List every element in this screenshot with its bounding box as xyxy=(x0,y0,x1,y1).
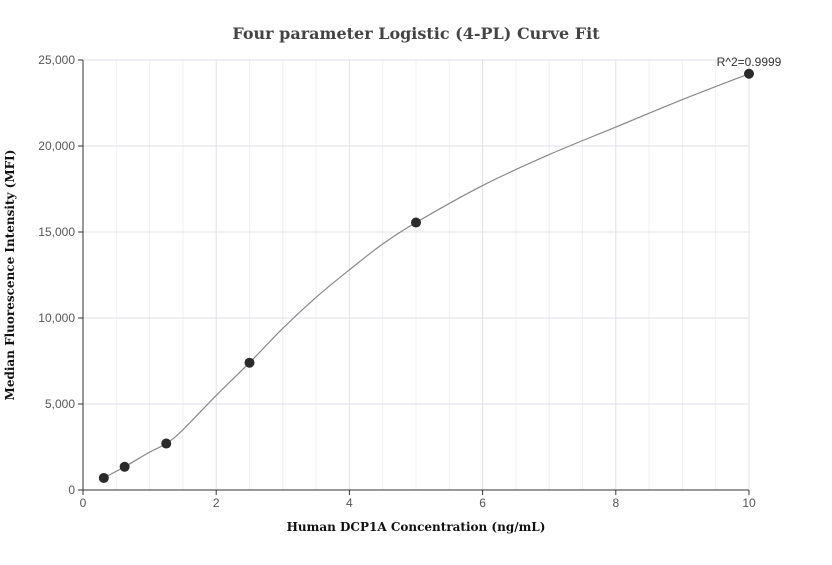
y-tick-label: 10,000 xyxy=(38,311,75,325)
data-point xyxy=(411,217,421,228)
y-axis-title: Median Fluorescence Intensity (MFI) xyxy=(3,150,17,401)
chart-title: Four parameter Logistic (4-PL) Curve Fit xyxy=(232,24,600,43)
x-tick-label: 6 xyxy=(479,496,486,510)
data-point xyxy=(161,438,172,449)
grid-lines xyxy=(83,59,750,490)
x-tick-label: 10 xyxy=(742,496,756,510)
y-tick-label: 15,000 xyxy=(38,225,75,239)
data-point xyxy=(744,68,754,79)
y-tick-label: 25,000 xyxy=(38,53,75,67)
x-axis-title: Human DCP1A Concentration (ng/mL) xyxy=(287,520,546,534)
y-tick-label: 20,000 xyxy=(38,139,75,153)
tick-labels: 0 5,000 10,000 15,000 20,000 25,000 0 2 4 6 8 10 xyxy=(38,53,756,510)
data-point xyxy=(119,461,130,472)
x-tick-label: 4 xyxy=(346,496,353,510)
x-tick-label: 8 xyxy=(612,496,619,510)
x-tick-label: 2 xyxy=(213,496,220,510)
r-squared-annotation: R^2=0.9999 xyxy=(717,55,782,69)
axes xyxy=(78,59,750,495)
data-point xyxy=(244,357,255,368)
y-tick-label: 5,000 xyxy=(45,397,75,411)
fit-curve xyxy=(103,73,750,479)
data-series xyxy=(98,68,754,483)
x-tick-label: 0 xyxy=(80,496,87,510)
y-tick-label: 0 xyxy=(68,483,75,497)
data-point xyxy=(98,472,109,483)
